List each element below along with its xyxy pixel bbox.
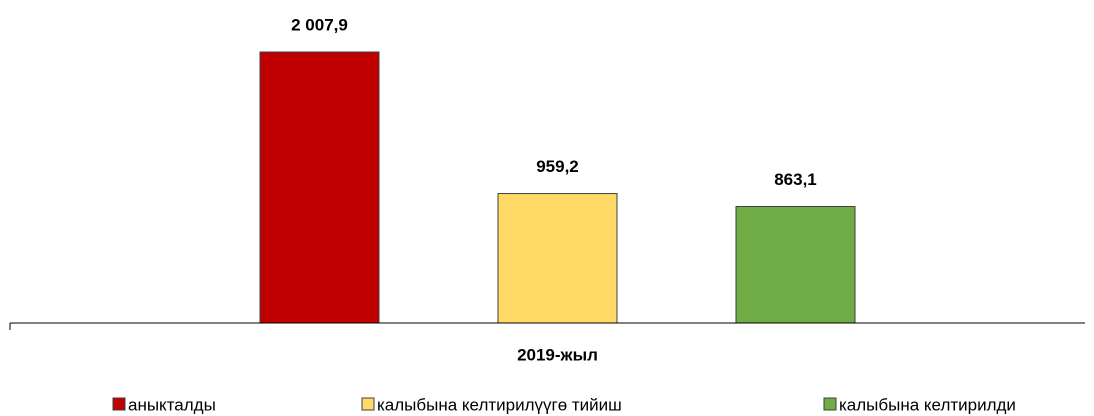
bar <box>259 51 380 324</box>
legend-swatch <box>823 397 837 411</box>
legend-label: калыбына келтирилди <box>839 395 1016 414</box>
value-label: 959,2 <box>536 157 579 176</box>
legend-swatch <box>361 397 375 411</box>
legend-label: аныкталды <box>128 395 216 414</box>
bar <box>497 193 618 324</box>
x-tick-label: 2019-жыл <box>517 345 598 364</box>
legend-label: калыбына келтирилүүгө тийиш <box>377 395 622 414</box>
bar <box>735 206 856 324</box>
value-label: 2 007,9 <box>291 15 348 34</box>
legend-swatch <box>112 397 126 411</box>
value-label: 863,1 <box>774 170 817 189</box>
